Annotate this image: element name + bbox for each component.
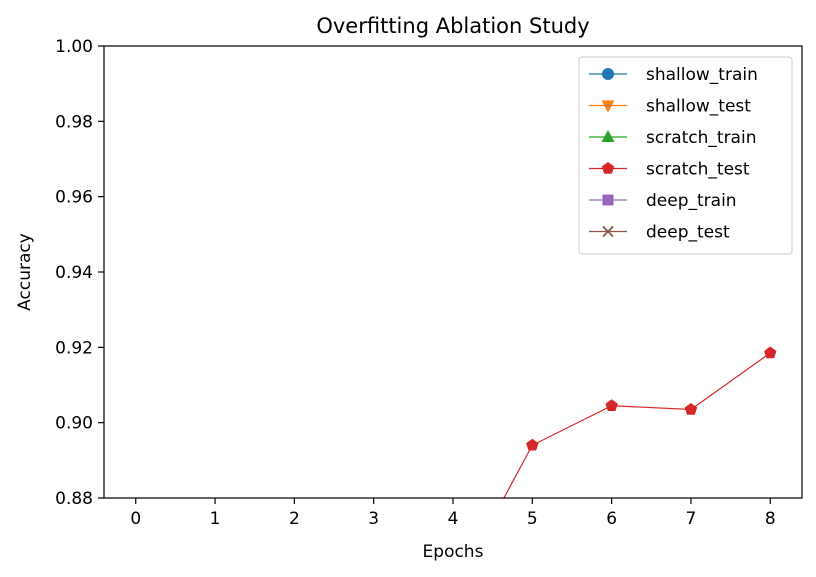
series-layer — [503, 346, 777, 498]
x-axis: 0 1 2 3 4 5 6 7 8 — [130, 498, 776, 529]
legend-label: scratch_train — [646, 128, 756, 148]
y-tick-label: 0.96 — [55, 188, 93, 208]
x-tick-label: 0 — [130, 509, 141, 529]
legend-label: shallow_test — [646, 97, 751, 117]
scratch_test-point — [526, 438, 539, 451]
x-tick-label: 2 — [289, 509, 300, 529]
legend-box — [578, 56, 793, 255]
x-tick-label: 3 — [368, 509, 379, 529]
scratch_test-point — [684, 402, 698, 415]
y-tick-label: 0.98 — [55, 112, 93, 132]
x-axis-label: Epochs — [423, 542, 484, 562]
scratch_test-point — [764, 346, 777, 359]
scratch_test-line — [503, 352, 771, 498]
y-tick-label: 1.00 — [55, 37, 93, 57]
x-tick-label: 1 — [210, 509, 221, 529]
legend-marker — [601, 130, 615, 142]
y-tick-label: 0.92 — [55, 338, 93, 358]
x-tick-label: 4 — [448, 509, 459, 529]
y-tick-label: 0.94 — [55, 263, 93, 283]
scratch_test-point — [605, 399, 618, 411]
legend-label: scratch_test — [646, 160, 750, 180]
legend-marker — [602, 225, 614, 238]
y-axis: 0.88 0.90 0.92 0.94 0.96 0.98 1.00 — [55, 37, 104, 509]
legend: shallow_train shallow_test scratch_trainsc… — [578, 56, 793, 255]
legend-marker — [602, 68, 614, 80]
y-axis-label: Accuracy — [15, 233, 35, 311]
x-tick-label: 7 — [686, 509, 697, 529]
y-tick-label: 0.88 — [55, 489, 93, 509]
x-tick-label: 8 — [765, 509, 776, 529]
legend-marker — [601, 162, 615, 174]
x-tick-label: 6 — [606, 509, 617, 529]
legend-label: deep_test — [646, 223, 730, 243]
legend-marker — [602, 194, 614, 206]
legend-label: shallow_train — [646, 65, 758, 85]
chart-title: Overfitting Ablation Study — [316, 14, 589, 38]
y-tick-label: 0.90 — [55, 414, 93, 434]
x-tick-label: 5 — [527, 509, 538, 529]
legend-label: deep_train — [646, 191, 737, 211]
legend-marker — [601, 100, 615, 113]
